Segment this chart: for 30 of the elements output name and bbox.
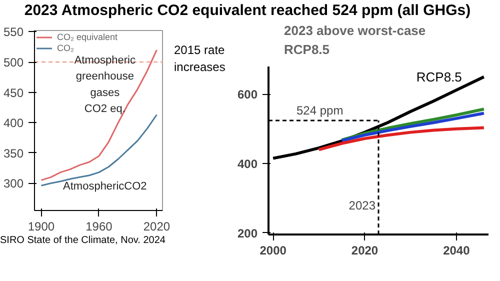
x-tick-label: 2020 [143,220,170,234]
y-tick-label: 550 [3,25,24,40]
x-tick-label: 2040 [443,244,470,258]
text: 2023 above worst-case RCP8.5 [284,22,427,59]
legend-label: CO₂ [57,43,75,53]
text: 2023 Atmospheric CO2 equivalent reached 524 ppm (all GHGs) [24,1,471,21]
y-tick-label: 600 [237,88,258,102]
text: 2015 rate increases [174,42,226,76]
annotation: greenhouse [76,70,134,83]
ref-line-label: 524 ppm [296,104,344,118]
y-tick-label: 400 [3,116,24,130]
x-tick-label: 1900 [28,220,55,234]
x-tick-label: 2020 [351,244,378,258]
y-tick-label: 400 [237,156,258,171]
annotation: AtmosphericCO2 [63,180,147,192]
legend-label: CO₂ equivalent [57,32,118,42]
y-tick-label: 450 [3,86,24,100]
annotation: Atmospheric [74,54,136,66]
y-tick-label: 300 [3,176,24,191]
text: SIRO State of the Climate, Nov. 2024 [0,234,166,248]
annotation: gases [90,86,120,99]
x-tick-label: 1960 [86,220,113,234]
x-tick-label: 2000 [260,244,287,258]
y-tick-label: 200 [237,226,258,240]
y-tick-label: 500 [3,56,24,70]
y-tick-label: 350 [3,146,24,160]
annotation: CO2 eq. [84,103,126,116]
series-label: RCP8.5 [416,69,462,84]
ref-line-label: 2023 [348,198,376,212]
line-series [317,126,486,152]
